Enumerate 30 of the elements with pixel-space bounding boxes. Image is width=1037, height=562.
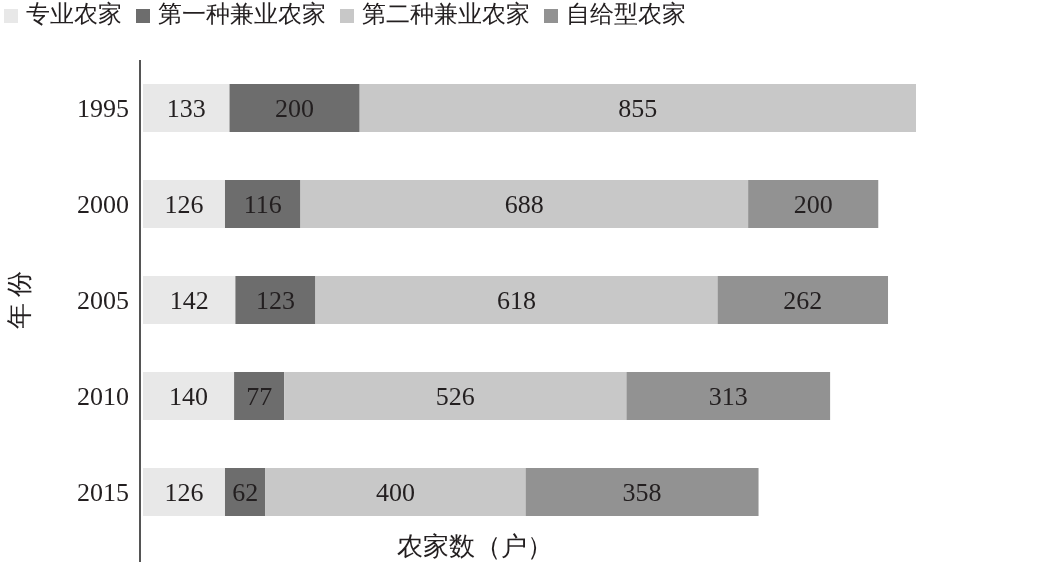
data-label: 140 xyxy=(169,382,209,411)
y-tick-label: 2005 xyxy=(77,286,129,315)
legend-label: 第二种兼业农家 xyxy=(362,1,530,27)
data-label: 200 xyxy=(275,94,315,123)
legend-label: 专业农家 xyxy=(26,1,122,27)
data-label: 855 xyxy=(618,94,658,123)
data-label: 123 xyxy=(255,286,295,315)
data-label: 126 xyxy=(164,478,204,507)
data-label: 116 xyxy=(243,190,282,219)
data-label: 142 xyxy=(169,286,209,315)
data-label: 200 xyxy=(793,190,833,219)
y-tick-label: 2010 xyxy=(77,382,129,411)
data-label: 358 xyxy=(622,478,662,507)
y-tick-label: 1995 xyxy=(77,94,129,123)
data-label: 526 xyxy=(435,382,475,411)
x-axis-title: 农家数（户） xyxy=(397,532,553,561)
data-label: 133 xyxy=(166,94,206,123)
data-label: 77 xyxy=(246,382,273,411)
y-tick-label: 2015 xyxy=(77,478,129,507)
data-label: 618 xyxy=(496,286,536,315)
data-label: 400 xyxy=(375,478,415,507)
legend-label: 自给型农家 xyxy=(566,1,686,27)
y-tick-label: 2000 xyxy=(77,190,129,219)
y-axis-title: 年 份 xyxy=(5,270,34,330)
data-label: 262 xyxy=(783,286,823,315)
data-label: 688 xyxy=(504,190,544,219)
data-label: 62 xyxy=(232,478,259,507)
data-label: 313 xyxy=(708,382,748,411)
data-label: 126 xyxy=(164,190,204,219)
legend-label: 第一种兼业农家 xyxy=(158,1,326,27)
